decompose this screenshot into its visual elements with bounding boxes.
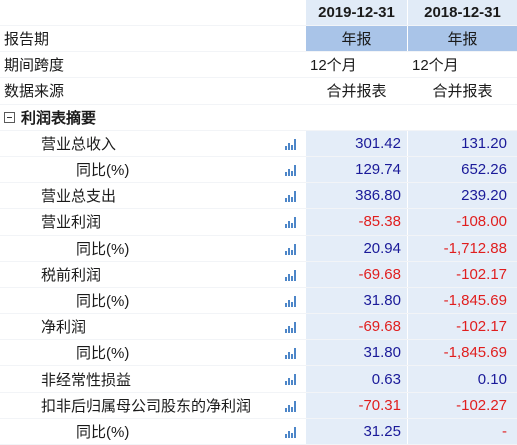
bar-chart-icon[interactable] [285, 400, 297, 412]
cell-2019: -70.31 [305, 392, 407, 418]
bar-chart-icon[interactable] [285, 348, 297, 360]
cell-2018: -102.17 [407, 314, 517, 340]
bar-chart-icon[interactable] [285, 217, 297, 229]
row-yoy-pretax-profit: 同比(%) 31.80 -1,845.69 [0, 287, 517, 315]
cell-2018: - [407, 418, 517, 444]
cell-2018: -102.27 [407, 392, 517, 418]
cell-2019: 31.25 [305, 418, 407, 444]
row-pretax-profit: 税前利润 -69.68 -102.17 [0, 261, 517, 288]
cell-2019: 31.80 [305, 287, 407, 314]
row-yoy-adjusted-net-profit: 同比(%) 31.25 - [0, 418, 517, 445]
row-label: 同比(%) [76, 240, 130, 258]
minus-square-icon[interactable] [4, 111, 15, 123]
row-label: 税前利润 [41, 266, 102, 284]
row-label-cell: 营业利润 [0, 209, 305, 234]
cell-2019: 31.80 [305, 340, 407, 366]
row-yoy-net-profit: 同比(%) 31.80 -1,845.69 [0, 340, 517, 367]
row-period-span: 期间跨度 12个月 12个月 [0, 52, 517, 79]
cell-2019: 129.74 [305, 156, 407, 183]
column-header-2018: 2018-12-31 [407, 0, 517, 25]
row-data-source: 数据来源 合并报表 合并报表 [0, 78, 517, 105]
cell-2018: 239.20 [407, 183, 517, 209]
row-net-profit: 净利润 -69.68 -102.17 [0, 314, 517, 341]
cell-2019: -69.68 [305, 314, 407, 340]
row-label: 同比(%) [76, 292, 130, 310]
cell-2019: 301.42 [305, 130, 407, 156]
cell-2019: 0.63 [305, 366, 407, 392]
row-label: 净利润 [41, 319, 87, 337]
row-label-cell: 营业总支出 [0, 183, 305, 208]
row-nonrecurring: 非经常性损益 0.63 0.10 [0, 366, 517, 393]
row-label-cell: 同比(%) [0, 340, 305, 365]
row-label: 期间跨度 [4, 57, 65, 75]
cell-2018: -1,845.69 [407, 340, 517, 366]
bar-chart-icon[interactable] [285, 164, 297, 176]
section-label: 利润表摘要 [21, 109, 97, 127]
header-row: 2019-12-31 2018-12-31 [0, 0, 517, 26]
cell-2019: -85.38 [305, 209, 407, 235]
row-label: 同比(%) [76, 345, 130, 363]
cell-2019: 12个月 [305, 52, 407, 78]
row-label-cell: 非经常性损益 [0, 366, 305, 391]
bar-chart-icon[interactable] [285, 374, 297, 386]
row-label: 同比(%) [76, 162, 130, 180]
cell-2019: 20.94 [305, 235, 407, 261]
row-label-cell: 扣非后归属母公司股东的净利润 [0, 393, 305, 418]
bar-chart-icon[interactable] [285, 269, 297, 281]
row-yoy-revenue: 同比(%) 129.74 652.26 [0, 156, 517, 184]
cell-2018: 12个月 [407, 52, 517, 78]
cell-2018: 0.10 [407, 366, 517, 392]
row-label-cell: 同比(%) [0, 157, 305, 182]
column-header-2019: 2019-12-31 [305, 0, 407, 25]
cell-2019: 386.80 [305, 183, 407, 209]
row-label: 营业总收入 [41, 135, 117, 153]
cell-2018: 652.26 [407, 156, 517, 183]
cell-2018: 合并报表 [407, 78, 517, 104]
bar-chart-icon[interactable] [285, 426, 297, 438]
row-label-cell: 净利润 [0, 314, 305, 339]
bar-chart-icon[interactable] [285, 138, 297, 150]
row-total-expenses: 营业总支出 386.80 239.20 [0, 183, 517, 210]
row-label-cell: 同比(%) [0, 288, 305, 313]
header-blank [0, 0, 305, 25]
row-label-cell: 营业总收入 [0, 131, 305, 156]
section-header[interactable]: 利润表摘要 [0, 105, 305, 130]
cell-2018: -1,845.69 [407, 287, 517, 314]
row-label: 营业总支出 [41, 188, 117, 206]
row-adjusted-net-profit: 扣非后归属母公司股东的净利润 -70.31 -102.27 [0, 392, 517, 419]
bar-chart-icon[interactable] [285, 322, 297, 334]
cell-2019: -69.68 [305, 261, 407, 287]
bar-chart-icon[interactable] [285, 295, 297, 307]
row-label: 扣非后归属母公司股东的净利润 [41, 397, 252, 415]
row-label-cell: 同比(%) [0, 419, 305, 444]
cell-2019: 年报 [305, 26, 407, 52]
row-label: 非经常性损益 [41, 371, 132, 389]
row-label: 报告期 [4, 31, 50, 49]
bar-chart-icon[interactable] [285, 243, 297, 255]
row-total-revenue: 营业总收入 301.42 131.20 [0, 130, 517, 157]
cell-2018 [407, 104, 517, 130]
cell-2019 [305, 104, 407, 130]
row-label: 同比(%) [76, 423, 130, 441]
row-report-period: 报告期 年报 年报 [0, 26, 517, 53]
row-label-cell: 同比(%) [0, 236, 305, 261]
cell-2018: -1,712.88 [407, 235, 517, 261]
row-operating-profit: 营业利润 -85.38 -108.00 [0, 209, 517, 236]
row-yoy-operating-profit: 同比(%) 20.94 -1,712.88 [0, 235, 517, 262]
cell-2018: -102.17 [407, 261, 517, 287]
cell-2018: -108.00 [407, 209, 517, 235]
row-section-income-summary[interactable]: 利润表摘要 [0, 104, 517, 131]
cell-2018: 年报 [407, 26, 517, 52]
cell-2018: 131.20 [407, 130, 517, 156]
row-label: 营业利润 [41, 214, 102, 232]
row-label: 数据来源 [4, 83, 65, 101]
row-label-cell: 税前利润 [0, 262, 305, 287]
bar-chart-icon[interactable] [285, 191, 297, 203]
cell-2019: 合并报表 [305, 78, 407, 104]
